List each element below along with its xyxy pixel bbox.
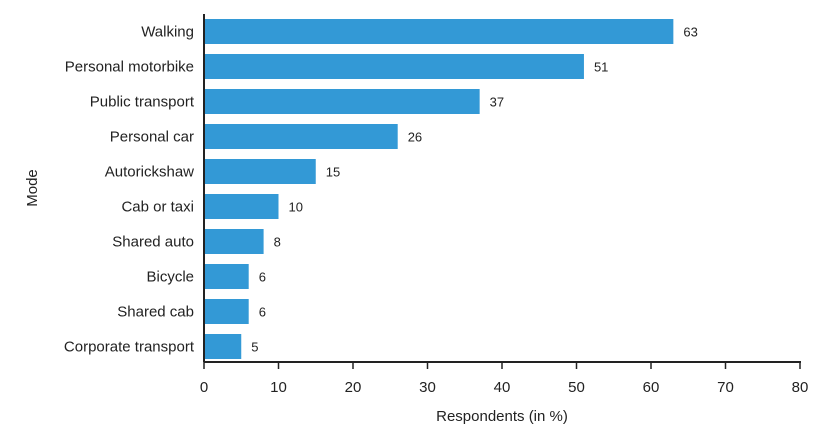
bar-autorickshaw [204, 159, 316, 184]
bar-public-transport [204, 89, 480, 114]
x-tick-label: 20 [345, 379, 362, 396]
x-tick-label: 70 [717, 379, 734, 396]
bar-shared-cab [204, 299, 249, 324]
category-label: Public transport [90, 94, 195, 111]
category-label: Autorickshaw [105, 164, 194, 181]
x-tick-label: 80 [792, 379, 809, 396]
value-label: 10 [289, 200, 303, 215]
value-label: 15 [326, 165, 340, 180]
bar-cab-or-taxi [204, 194, 279, 219]
category-label: Corporate transport [64, 339, 195, 356]
category-label: Bicycle [146, 269, 194, 286]
bar-corporate-transport [204, 334, 242, 359]
x-tick-label: 60 [643, 379, 660, 396]
value-label: 6 [259, 305, 266, 320]
bar-personal-motorbike [204, 54, 584, 79]
category-label: Personal motorbike [65, 59, 194, 76]
x-tick-label: 0 [200, 379, 208, 396]
bars-group [204, 19, 674, 359]
bar-walking [204, 19, 674, 44]
bar-shared-auto [204, 229, 264, 254]
bar-bicycle [204, 264, 249, 289]
x-tick-label: 50 [568, 379, 585, 396]
value-label: 51 [594, 60, 608, 75]
x-tick-label: 30 [419, 379, 436, 396]
value-label: 5 [251, 340, 258, 355]
category-label: Shared auto [112, 234, 194, 251]
category-label: Shared cab [117, 304, 194, 321]
x-axis-title: Respondents (in %) [436, 408, 568, 425]
category-label: Personal car [110, 129, 194, 146]
bar-personal-car [204, 124, 398, 149]
x-tick-label: 40 [494, 379, 511, 396]
y-axis-title: Mode [24, 169, 41, 207]
value-label: 26 [408, 130, 422, 145]
value-label: 6 [259, 270, 266, 285]
x-tick-label: 10 [270, 379, 287, 396]
category-labels: Walking Personal motorbike Public transpor… [64, 24, 195, 356]
value-label: 63 [683, 25, 697, 40]
category-label: Walking [141, 24, 194, 41]
value-label: 37 [490, 95, 504, 110]
value-label: 8 [274, 235, 281, 250]
value-labels: 63 51 37 26 15 10 8 6 6 5 [251, 25, 698, 355]
category-label: Cab or taxi [121, 199, 194, 216]
x-ticks-group: 0 10 20 30 40 50 60 70 80 [200, 362, 809, 396]
